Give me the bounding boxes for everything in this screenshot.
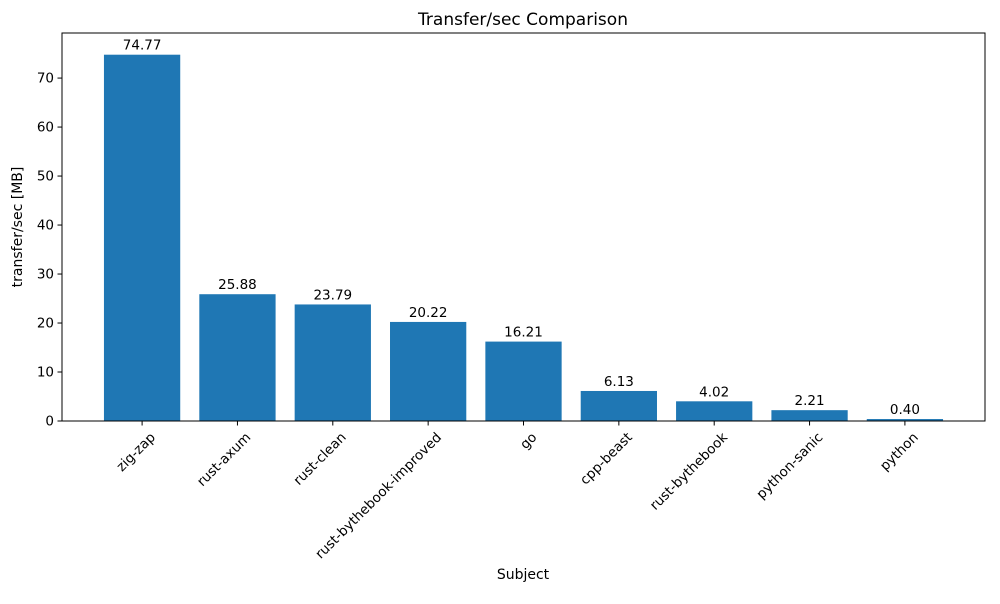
y-tick-label: 40 <box>37 218 54 234</box>
bars-layer <box>103 54 944 421</box>
bar-value-label: 6.13 <box>604 374 634 390</box>
x-tick-label: cpp-beast <box>577 430 636 489</box>
bar-value-label: 4.02 <box>699 384 729 400</box>
y-axis-label: transfer/sec [MB] <box>10 167 26 288</box>
x-tick-label: zig-zap <box>114 430 159 475</box>
x-tick-label: python-sanic <box>753 430 826 503</box>
bar-value-label: 0.40 <box>890 402 920 418</box>
bar-python-sanic <box>771 410 848 421</box>
x-axis-label: Subject <box>497 567 550 583</box>
bar-value-label: 20.22 <box>409 305 448 321</box>
bar-python <box>866 419 944 421</box>
bar-rust-axum <box>199 294 276 421</box>
bar-value-label: 74.77 <box>123 38 162 54</box>
axes-layer <box>57 32 986 426</box>
bar-rust-bythebook-improved <box>390 321 467 421</box>
y-tick-label: 10 <box>37 365 54 381</box>
x-tick-label: python <box>877 430 922 475</box>
y-tick-label: 50 <box>37 169 54 185</box>
bar-cpp-beast <box>580 390 657 421</box>
x-tick-label: rust-axum <box>194 430 254 490</box>
y-tick-label: 0 <box>45 414 54 430</box>
x-tick-label: go <box>517 430 540 453</box>
bar-value-label: 16.21 <box>504 325 543 341</box>
bar-rust-clean <box>294 304 371 421</box>
bar-value-label: 25.88 <box>218 277 257 293</box>
y-tick-label: 30 <box>37 267 54 283</box>
bar-value-label: 2.21 <box>795 393 825 409</box>
chart-title: Transfer/sec Comparison <box>417 10 628 30</box>
x-tick-label: rust-bythebook <box>647 429 731 513</box>
bar-rust-bythebook <box>676 401 753 421</box>
x-tick-label: rust-clean <box>290 430 349 489</box>
bar-zig-zap <box>103 54 181 421</box>
plot-border <box>61 32 986 422</box>
y-tick-label: 20 <box>37 316 54 332</box>
y-tick-label: 60 <box>37 120 54 136</box>
bar-value-label: 23.79 <box>313 287 352 303</box>
bar-go <box>485 341 562 421</box>
y-tick-label: 70 <box>37 71 54 87</box>
